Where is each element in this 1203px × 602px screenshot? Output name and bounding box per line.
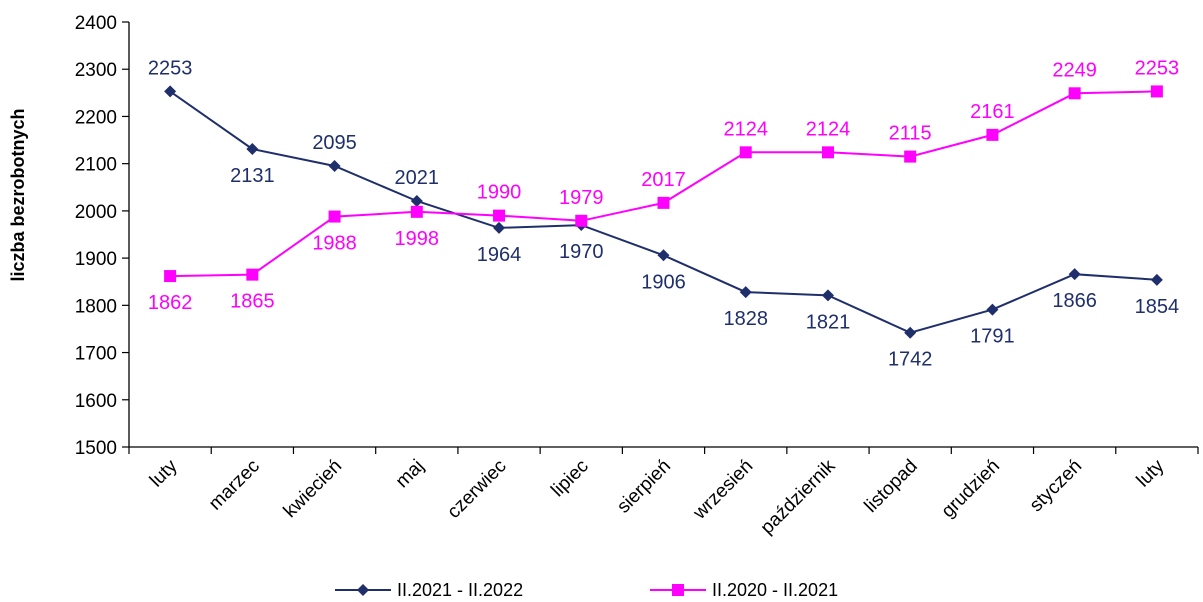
data-label: 2249 xyxy=(1052,59,1097,81)
legend-marker xyxy=(672,584,684,596)
data-label: 2253 xyxy=(148,57,193,79)
y-tick-label: 1900 xyxy=(75,249,117,270)
data-point xyxy=(1150,273,1163,286)
y-tick-label: 2300 xyxy=(75,60,117,81)
data-label: 1964 xyxy=(477,244,522,266)
legend-label: II.2021 - II.2022 xyxy=(397,580,523,600)
data-label: 2161 xyxy=(970,101,1015,123)
x-tick-label: luty xyxy=(146,455,182,491)
data-point xyxy=(986,303,999,316)
data-point xyxy=(246,268,259,281)
legend-item-2: II.2020 - II.2021 xyxy=(650,580,838,600)
x-tick-label: kwiecień xyxy=(280,456,346,522)
data-point xyxy=(986,128,999,141)
data-point xyxy=(657,196,670,209)
x-tick-label: sierpień xyxy=(613,456,675,518)
data-point xyxy=(657,249,670,262)
data-label: 1821 xyxy=(806,311,851,333)
y-tick-label: 2400 xyxy=(75,13,117,34)
data-label: 1979 xyxy=(559,187,604,209)
x-tick-label: październik xyxy=(757,455,840,538)
data-point xyxy=(410,205,423,218)
data-label: 1970 xyxy=(559,241,604,263)
y-tick-label: 1500 xyxy=(75,438,117,459)
data-point xyxy=(1150,85,1163,98)
legend-item-1: II.2021 - II.2022 xyxy=(335,580,523,600)
data-label: 1866 xyxy=(1052,290,1097,312)
data-label: 2124 xyxy=(806,118,851,140)
series-layer: 2253 2131 2095 2021 1964 1970 1906 1828 1821 1742… xyxy=(148,57,1179,370)
data-label: 2115 xyxy=(889,123,932,145)
legend-label: II.2020 - II.2021 xyxy=(712,580,838,600)
data-point xyxy=(821,146,834,159)
x-tick-label: maj xyxy=(392,456,429,493)
x-tick-label: styczeń xyxy=(1026,456,1086,516)
x-tick-label: czerwiec xyxy=(443,456,510,523)
data-label: 1865 xyxy=(230,291,275,313)
data-label: 2124 xyxy=(723,118,768,140)
data-label: 2021 xyxy=(395,167,440,189)
y-tick-labels: 1500 1600 1700 1800 1900 2000 2100 2200 2300 2400 xyxy=(75,13,117,459)
data-point xyxy=(328,210,341,223)
x-tick-label: listopad xyxy=(861,456,922,517)
data-point xyxy=(904,150,917,163)
data-point xyxy=(1068,268,1081,281)
data-label: 1854 xyxy=(1135,296,1180,318)
data-point xyxy=(493,221,506,234)
data-label: 1862 xyxy=(148,292,193,314)
data-label: 2017 xyxy=(641,169,686,191)
y-tick-label: 2000 xyxy=(75,202,117,223)
data-label: 1988 xyxy=(312,233,357,255)
x-tick-label: grudzień xyxy=(938,456,1004,522)
axes xyxy=(122,21,1199,454)
data-label: 2253 xyxy=(1135,57,1180,79)
y-tick-label: 1700 xyxy=(75,344,117,365)
data-label: 2131 xyxy=(230,165,275,187)
y-axis-label: liczba bezrobotnych xyxy=(8,108,28,281)
x-tick-label: luty xyxy=(1133,455,1169,491)
data-point xyxy=(904,326,917,339)
data-point xyxy=(246,143,259,156)
data-label: 1828 xyxy=(723,308,768,330)
data-label: 1791 xyxy=(970,326,1015,348)
data-label: 1742 xyxy=(888,349,933,371)
series-2: 1862 1865 1988 1998 1990 1979 2017 2124 2124 2115… xyxy=(148,57,1179,314)
data-point xyxy=(739,286,752,299)
data-label: 1990 xyxy=(477,182,522,204)
y-tick-label: 2100 xyxy=(75,155,117,176)
series-1: 2253 2131 2095 2021 1964 1970 1906 1828 1821 1742… xyxy=(148,57,1179,370)
y-tick-label: 1800 xyxy=(75,296,117,317)
data-point xyxy=(164,270,177,283)
x-tick-label: lipiec xyxy=(547,456,592,501)
data-point xyxy=(821,289,834,302)
data-point xyxy=(328,160,341,173)
data-point xyxy=(1068,87,1081,100)
legend-marker xyxy=(357,584,369,596)
y-tick-label: 2200 xyxy=(75,107,117,128)
y-tick-label: 1600 xyxy=(75,391,117,412)
data-label: 1998 xyxy=(395,228,440,250)
x-tick-label: wrzesień xyxy=(689,456,758,525)
data-point xyxy=(739,146,752,159)
data-point xyxy=(575,214,588,227)
x-tick-label: marzec xyxy=(205,456,264,515)
legend: II.2021 - II.2022 II.2020 - II.2021 xyxy=(335,580,838,600)
data-label: 1906 xyxy=(641,271,686,293)
data-point xyxy=(410,194,423,207)
data-point xyxy=(164,85,177,98)
x-tick-labels: luty marzec kwiecień maj czerwiec lipiec sierp… xyxy=(146,455,1169,538)
data-point xyxy=(493,209,506,222)
data-label: 2095 xyxy=(312,132,357,154)
